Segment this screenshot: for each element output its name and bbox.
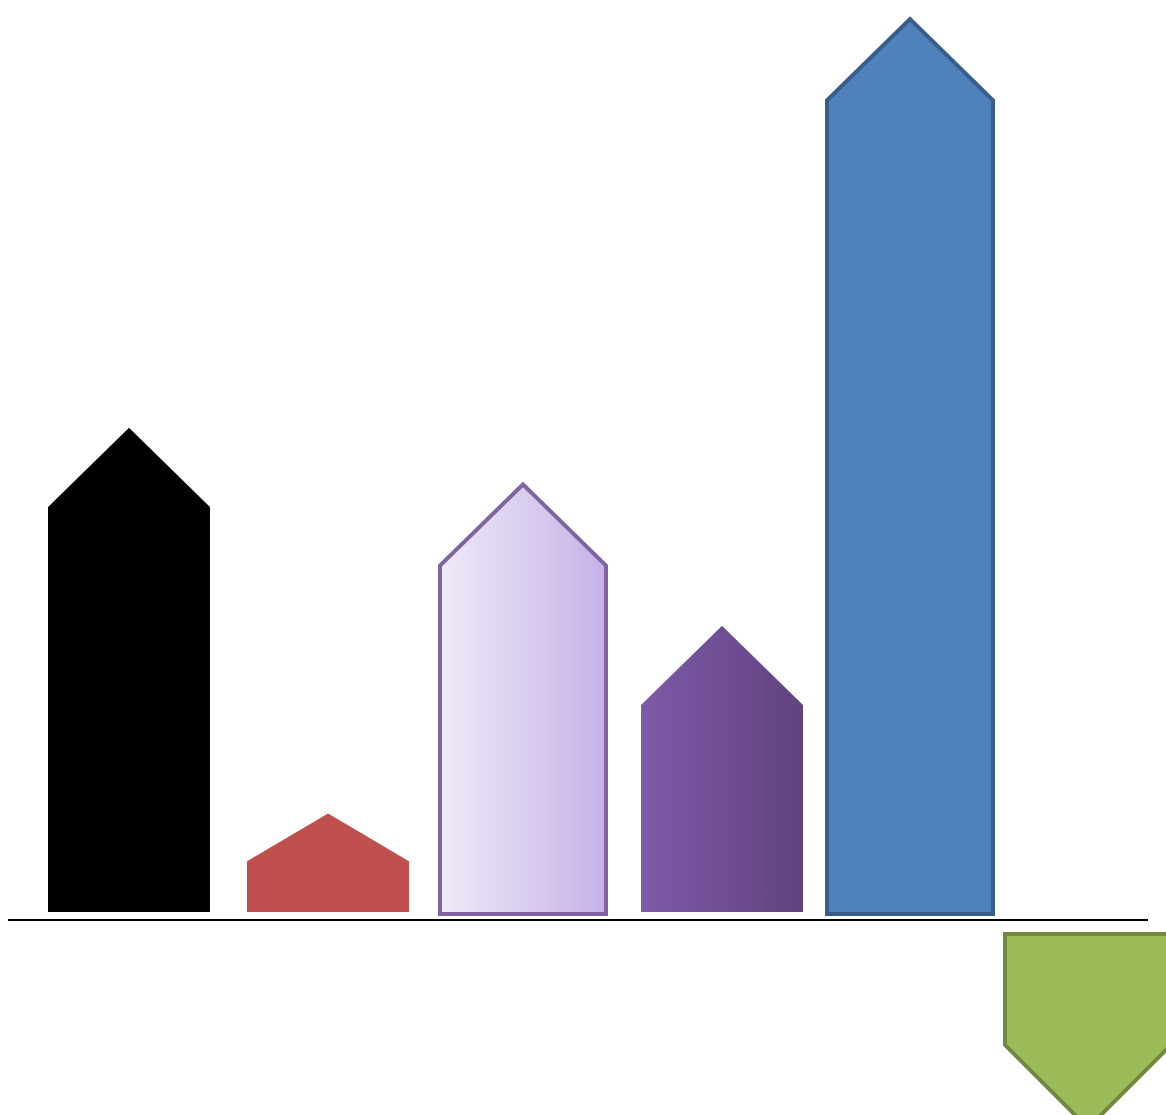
up-arrow-bar-5 xyxy=(825,16,995,916)
down-arrow-bar-6 xyxy=(1003,932,1166,1115)
up-arrow-bar-1 xyxy=(44,422,214,916)
bars-layer xyxy=(44,16,1166,1115)
up-arrow-bar-3 xyxy=(438,481,608,916)
up-arrow-bar-4 xyxy=(637,620,807,916)
up-arrow-bar-2 xyxy=(243,808,413,916)
